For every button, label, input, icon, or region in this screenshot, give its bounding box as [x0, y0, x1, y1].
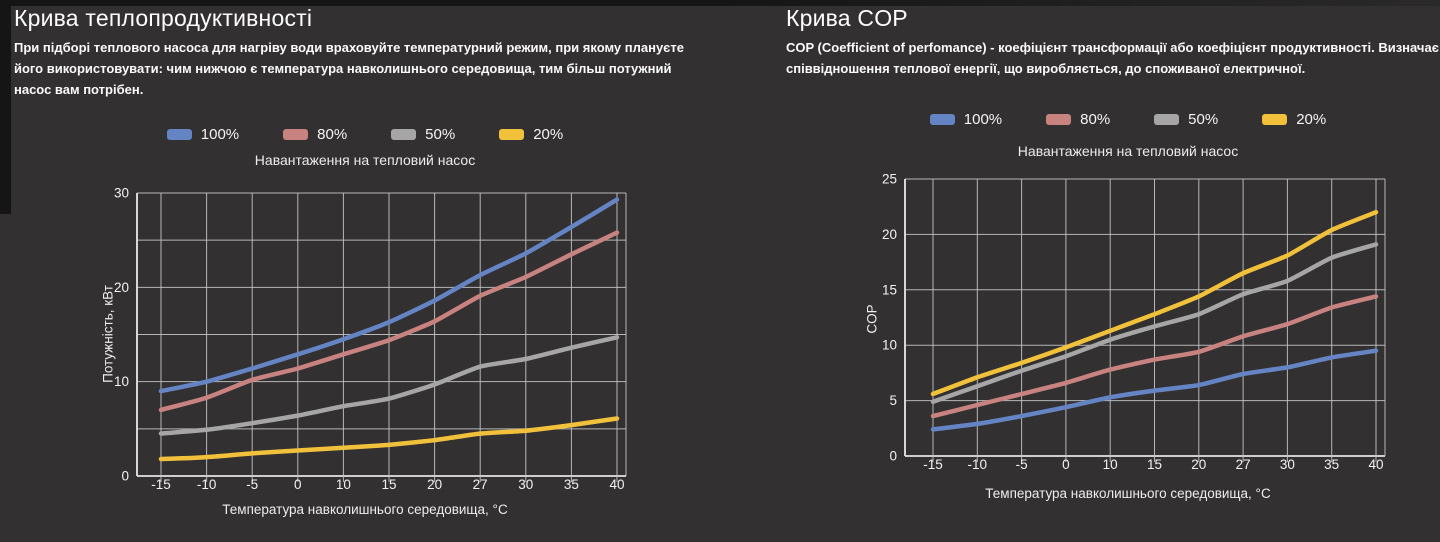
legend-item-50[interactable]: 50%	[1154, 111, 1218, 128]
x-tick-label: 0	[1062, 457, 1070, 472]
legend-swatch	[499, 129, 525, 140]
x-tick-label: -15	[151, 477, 171, 492]
top-edge-shadow	[0, 0, 1440, 6]
x-tick-label: -5	[1016, 457, 1028, 472]
left-edge-shadow	[0, 0, 11, 214]
series-line-100	[930, 348, 1379, 432]
legend-swatch	[391, 129, 417, 140]
legend-label: 80%	[1080, 111, 1111, 128]
x-tick-label: 0	[294, 477, 302, 492]
panel-heat-output-curve: Крива теплопродуктивності При підборі те…	[14, 5, 684, 517]
y-tick-label: 20	[882, 227, 897, 242]
y-tick-label: 10	[114, 374, 129, 389]
x-tick-label: 30	[1280, 457, 1295, 472]
chart-subtitle-cop: Навантаження на тепловий насос	[1017, 143, 1239, 159]
legend-swatch	[929, 114, 955, 125]
legend-label: 80%	[317, 126, 348, 143]
legend-item-50[interactable]: 50%	[391, 126, 455, 143]
y-tick-label: 0	[889, 449, 897, 464]
x-tick-label: 30	[518, 477, 533, 492]
x-tick-label: 40	[1368, 457, 1383, 472]
legend-item-80[interactable]: 80%	[283, 126, 347, 143]
x-tick-label: 20	[427, 477, 442, 492]
y-tick-label: 5	[889, 393, 897, 408]
x-tick-label: -10	[197, 477, 217, 492]
panel-cop-curve: Крива COP COP (Coefficient of perfomance…	[720, 0, 1440, 542]
series-line-50	[930, 242, 1379, 404]
y-tick-label: 30	[114, 186, 129, 201]
legend-swatch	[1262, 114, 1288, 125]
legend-swatch	[1154, 114, 1180, 125]
x-tick-label: 20	[1191, 457, 1206, 472]
legend-item-20[interactable]: 20%	[499, 126, 563, 143]
description-heat-output: При підборі теплового насоса для нагріву…	[14, 40, 684, 97]
x-tick-label: -15	[923, 457, 943, 472]
y-tick-label: 10	[882, 338, 897, 353]
description-cop: COP (Coefficient of perfomance) - коефіц…	[786, 40, 1439, 76]
series-line-20	[158, 416, 620, 462]
chart-subtitle-heat-output: Навантаження на тепловий насос	[254, 152, 476, 168]
legend-swatch	[1046, 114, 1072, 125]
x-axis-label-cop: Температура навколишнього середовища, °С	[985, 486, 1271, 501]
legend-swatch	[283, 129, 309, 140]
series-line-80	[158, 230, 620, 413]
cop-chart: 0 5 10 15 20 25 -15 -10 -5 0 10 15 20 27 30 35 40	[882, 172, 1386, 472]
series-line-100	[158, 197, 620, 394]
y-tick-label: 25	[882, 172, 897, 187]
x-tick-label: 27	[473, 477, 488, 492]
page-title-heat-output: Крива теплопродуктивності	[14, 5, 313, 31]
series-line-50	[158, 335, 620, 436]
y-tick-label: 0	[121, 469, 129, 484]
x-tick-label: -5	[246, 477, 258, 492]
legend-label: 50%	[1188, 111, 1219, 128]
x-tick-label: 10	[1103, 457, 1118, 472]
legend-item-20[interactable]: 20%	[1262, 111, 1326, 128]
legend-label: 50%	[425, 126, 456, 143]
y-tick-label: 20	[114, 280, 129, 295]
legend-item-100[interactable]: 100%	[929, 111, 1003, 128]
page-title-cop: Крива COP	[786, 5, 908, 31]
x-tick-label: 35	[1324, 457, 1339, 472]
legend-swatch	[166, 129, 192, 140]
y-tick-label: 15	[882, 282, 897, 297]
x-tick-label: 10	[336, 477, 351, 492]
legend-item-100[interactable]: 100%	[166, 126, 240, 143]
x-tick-label: 40	[609, 477, 624, 492]
x-tick-label: 35	[564, 477, 579, 492]
x-axis-label-heat-output: Температура навколишнього середовища, °С	[222, 502, 508, 517]
x-tick-label: 27	[1236, 457, 1251, 472]
series-line-20	[930, 209, 1379, 397]
x-tick-label: -10	[968, 457, 988, 472]
legend-heat-output: 100% 80% 50% 20%	[95, 126, 635, 143]
heat-output-chart: 0 10 20 30 -15 -10 -5 0 10 15 20 27 30 35 40	[114, 186, 627, 492]
legend-label: 100%	[200, 126, 240, 143]
legend-label: 100%	[963, 111, 1003, 128]
legend-label: 20%	[533, 126, 564, 143]
legend-cop: 100% 80% 50% 20%	[858, 111, 1398, 128]
x-tick-label: 15	[381, 477, 396, 492]
legend-item-80[interactable]: 80%	[1046, 111, 1110, 128]
x-tick-label: 15	[1147, 457, 1162, 472]
series-line-80	[930, 294, 1379, 419]
legend-label: 20%	[1296, 111, 1327, 128]
